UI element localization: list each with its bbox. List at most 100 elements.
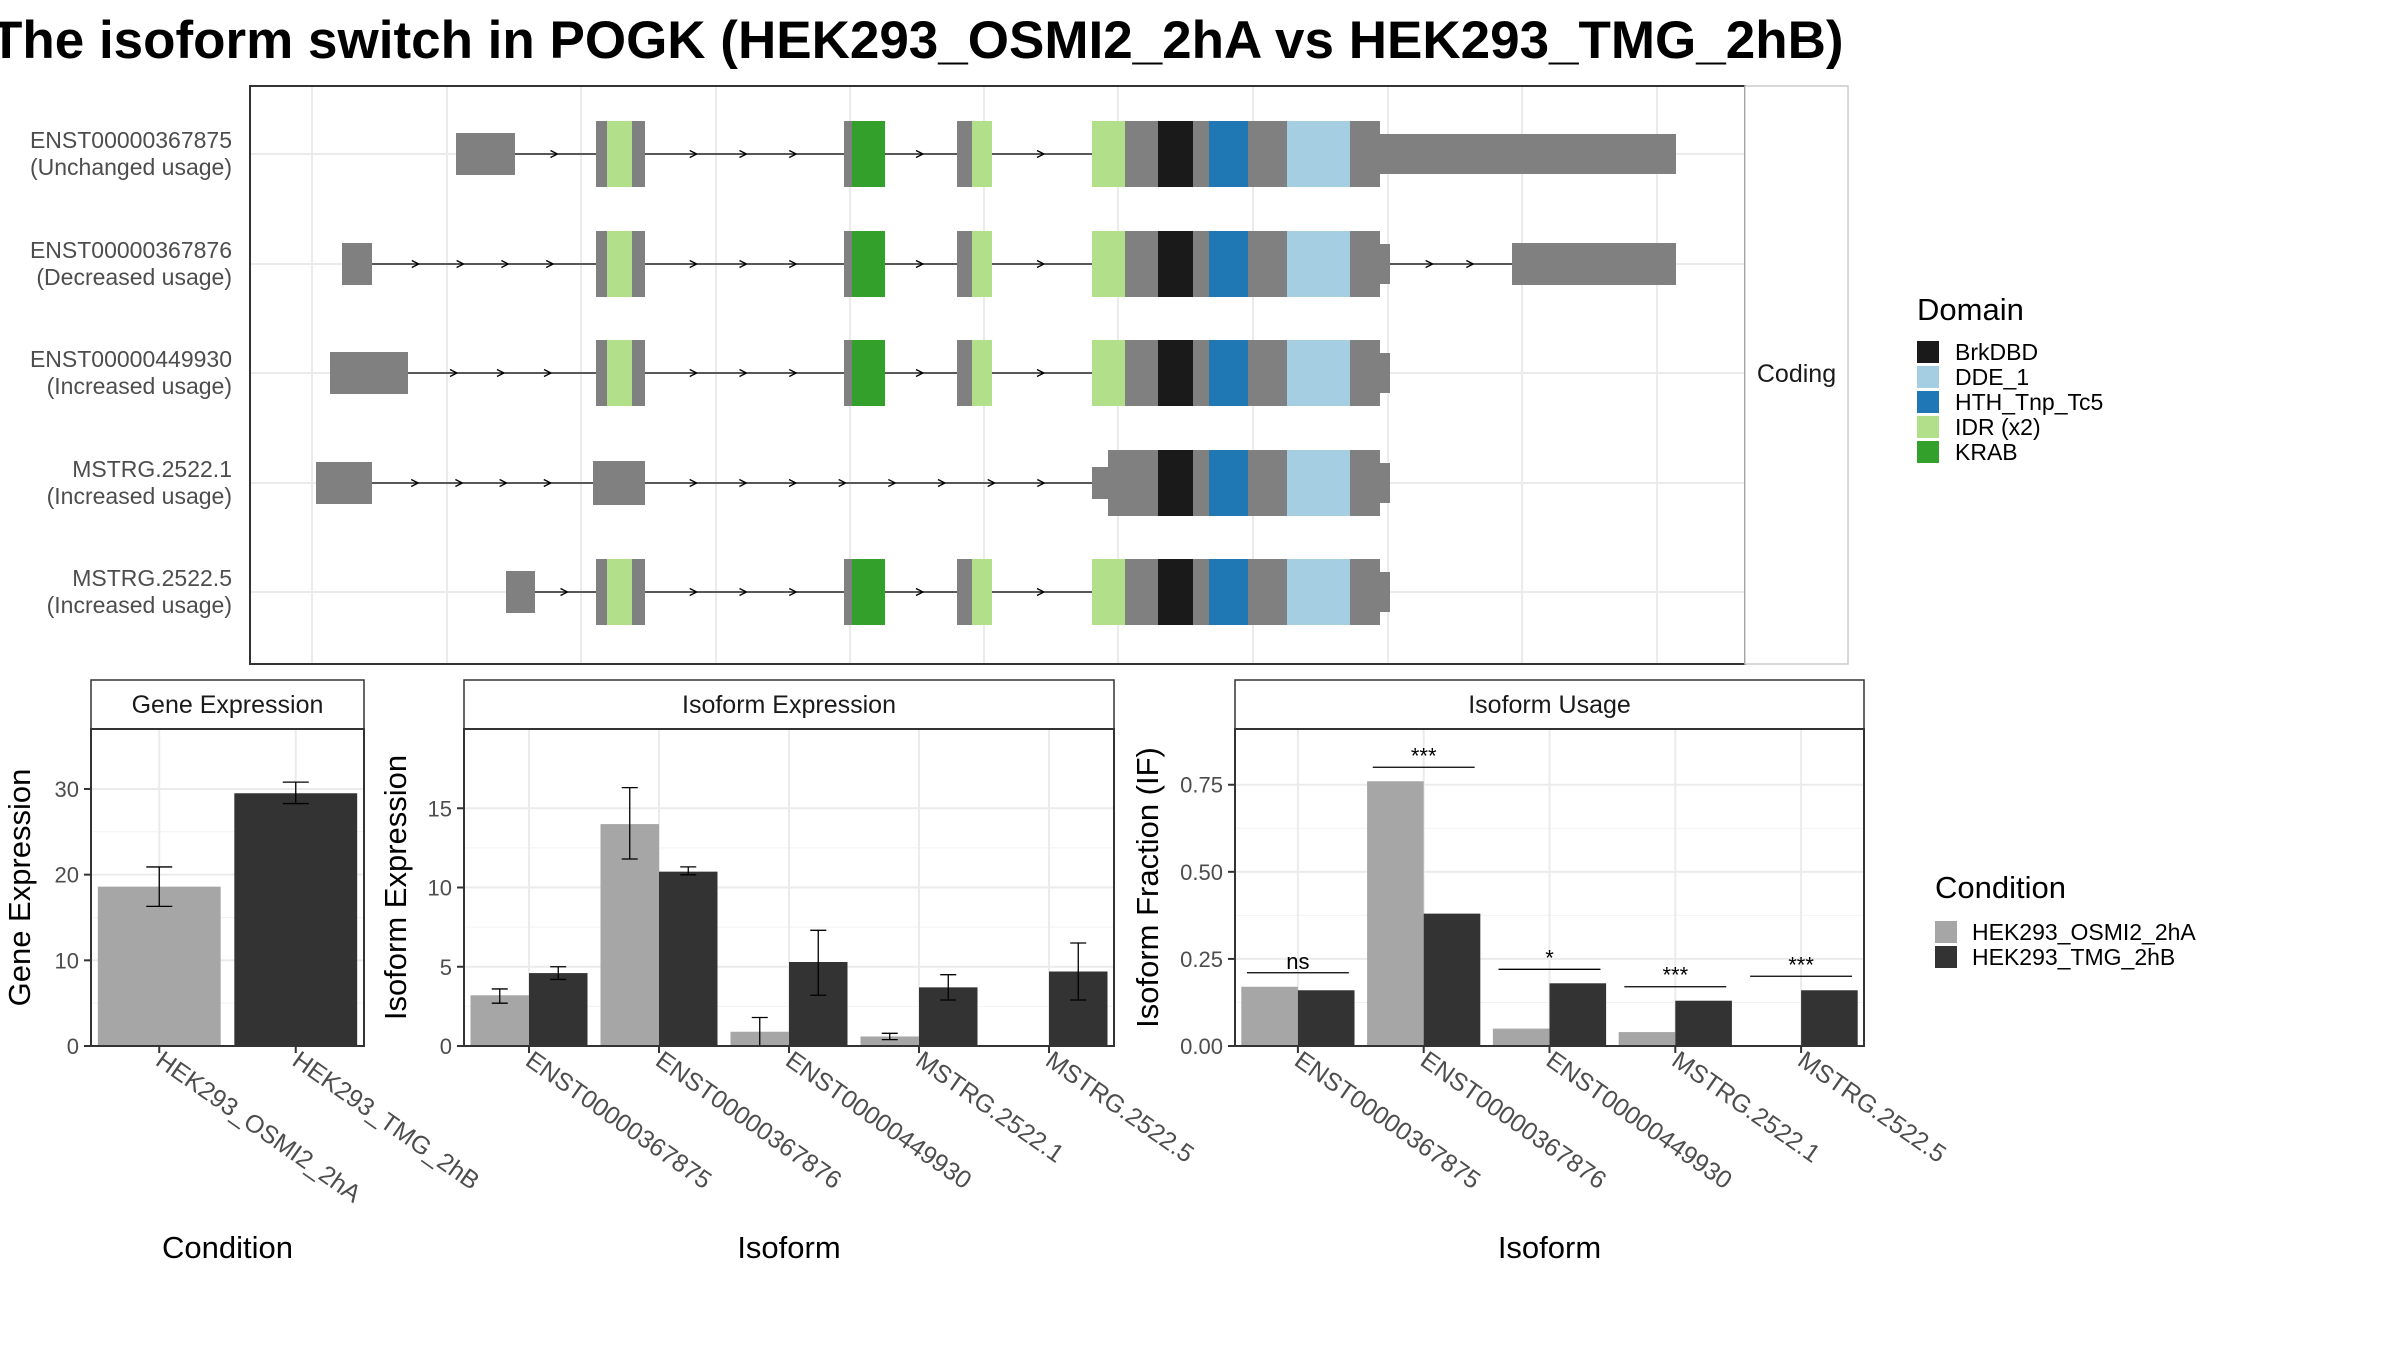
intron-arrow [1036, 368, 1046, 378]
y-tick-label: 5 [440, 955, 452, 980]
y-tick-label: 0.50 [1180, 860, 1223, 885]
intron-arrow [788, 368, 798, 378]
exon-block [957, 340, 972, 406]
intron-arrow [1037, 478, 1046, 488]
exon-block [632, 231, 645, 297]
domain-dde-1 [1287, 559, 1350, 625]
domain-legend-label: BrkDBD [1955, 339, 2038, 365]
significance-label: *** [1411, 743, 1437, 768]
exon-block [1350, 121, 1380, 187]
utr-exon [593, 461, 645, 505]
exon-block [844, 231, 852, 297]
utr-exon [330, 352, 408, 394]
utr-exon [456, 133, 515, 175]
domain-idr [607, 231, 632, 297]
panel-strip [463, 679, 1115, 730]
exon-block [1350, 340, 1380, 406]
legend-swatch-condition [1935, 921, 1957, 943]
domain-idr [972, 559, 992, 625]
intron-arrow [788, 259, 798, 269]
structure-strip [1744, 85, 1849, 665]
exon-block [596, 340, 608, 406]
intron-arrow [915, 259, 925, 269]
bar-ENST00000367876-HEK293_OSMI2_2hA [600, 824, 659, 1046]
condition-legend-label: HEK293_TMG_2hB [1972, 944, 2175, 970]
domain-idr [972, 121, 992, 187]
intron-arrow [550, 149, 559, 159]
transcript-usage-label: (Decreased usage) [36, 264, 232, 290]
domain-brkdbd [1158, 559, 1193, 625]
bar-ENST00000367875-HEK293_TMG_2hB [1297, 990, 1355, 1046]
exon-block [1125, 340, 1158, 406]
exon-block [596, 559, 608, 625]
intron-arrow [449, 368, 459, 378]
panel-strip [90, 679, 365, 730]
exon-block [1248, 340, 1287, 406]
intron-arrow [560, 587, 569, 597]
exon-block [957, 231, 972, 297]
exon-block [1125, 121, 1158, 187]
exon-block [1350, 231, 1380, 297]
utr-exon [1380, 134, 1676, 174]
intron-arrow [1036, 149, 1046, 159]
intron-arrow [888, 478, 897, 488]
bar-MSTRG.2522.1-HEK293_OSMI2_2hA [1618, 1032, 1676, 1046]
utr-exon [1380, 463, 1390, 503]
intron-arrow [455, 478, 464, 488]
bar-ENST00000449930-HEK293_OSMI2_2hA [1492, 1028, 1550, 1046]
transcript-usage-label: (Increased usage) [47, 373, 232, 399]
domain-legend-label: KRAB [1955, 439, 2018, 465]
intron-arrow [543, 478, 553, 488]
intron-arrow [689, 587, 699, 597]
utr-exon [1380, 572, 1390, 612]
intron-arrow [411, 259, 421, 269]
intron-arrow [543, 368, 553, 378]
intron-arrow [739, 478, 748, 488]
intron-arrow [788, 587, 798, 597]
domain-idr [607, 340, 632, 406]
domain-krab [852, 121, 885, 187]
domain-idr [1092, 559, 1125, 625]
domain-hth-tnp-tc5 [1209, 450, 1248, 516]
bar-ENST00000367875-HEK293_TMG_2hB [529, 973, 588, 1046]
intron-arrow [739, 259, 748, 269]
y-tick-label: 10 [55, 948, 79, 973]
exon-block [596, 121, 608, 187]
intron-arrow [987, 478, 997, 488]
domain-hth-tnp-tc5 [1209, 559, 1248, 625]
intron-arrow [915, 149, 925, 159]
exon-block [844, 340, 852, 406]
exon-block [1193, 340, 1209, 406]
utr-exon [1092, 467, 1110, 499]
domain-legend-label: IDR (x2) [1955, 414, 2041, 440]
exon-block [957, 559, 972, 625]
coding-strip-label: Coding [1757, 360, 1836, 388]
plot-border [90, 728, 365, 1047]
intron-arrow [788, 478, 798, 488]
significance-label: ns [1286, 949, 1309, 974]
exon-block [1350, 450, 1380, 516]
domain-brkdbd [1158, 231, 1193, 297]
exon-block [1108, 450, 1158, 516]
exon-block [1125, 231, 1158, 297]
exon-block [1125, 559, 1158, 625]
exon-block [1248, 121, 1287, 187]
y-tick-label: 10 [428, 876, 452, 901]
domain-krab [852, 559, 885, 625]
domain-idr [972, 340, 992, 406]
intron-arrow [1466, 259, 1475, 269]
x-axis-title: Condition [162, 1230, 293, 1265]
transcript-id-label: ENST00000449930 [30, 346, 232, 372]
exon-block [844, 121, 852, 187]
domain-dde-1 [1287, 231, 1350, 297]
utr-exon [1380, 353, 1390, 393]
x-axis-title: Isoform [737, 1230, 840, 1265]
utr-exon [1380, 244, 1390, 284]
intron-arrow [545, 259, 555, 269]
y-tick-label: 0.25 [1180, 947, 1223, 972]
intron-arrow [739, 587, 748, 597]
y-axis-title: Isoform Expression [378, 755, 413, 1020]
panel-strip [1234, 679, 1865, 730]
